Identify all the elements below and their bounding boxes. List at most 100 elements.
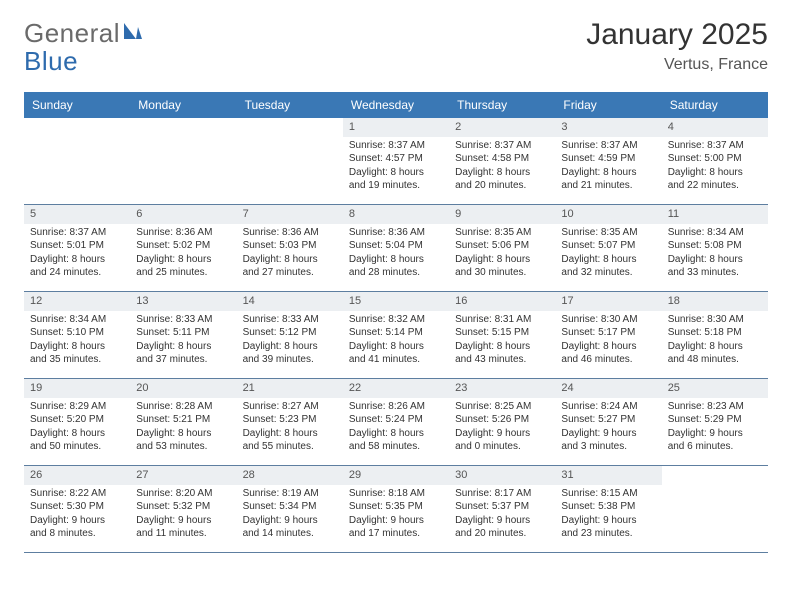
day-cell-18: 18Sunrise: 8:30 AMSunset: 5:18 PMDayligh…: [662, 292, 768, 378]
daylight-text: Daylight: 8 hours and 46 minutes.: [561, 340, 655, 367]
day-number: 22: [343, 379, 449, 398]
sunrise-text: Sunrise: 8:36 AM: [243, 226, 337, 240]
sunrise-text: Sunrise: 8:19 AM: [243, 487, 337, 501]
day-number: 27: [130, 466, 236, 485]
dow-saturday: Saturday: [662, 92, 768, 118]
dow-sunday: Sunday: [24, 92, 130, 118]
day-cell-16: 16Sunrise: 8:31 AMSunset: 5:15 PMDayligh…: [449, 292, 555, 378]
day-number: 4: [662, 118, 768, 137]
sunrise-text: Sunrise: 8:20 AM: [136, 487, 230, 501]
day-cell-6: 6Sunrise: 8:36 AMSunset: 5:02 PMDaylight…: [130, 205, 236, 291]
sunrise-text: Sunrise: 8:37 AM: [561, 139, 655, 153]
day-number: 2: [449, 118, 555, 137]
day-cell-7: 7Sunrise: 8:36 AMSunset: 5:03 PMDaylight…: [237, 205, 343, 291]
day-number: 21: [237, 379, 343, 398]
day-cell-9: 9Sunrise: 8:35 AMSunset: 5:06 PMDaylight…: [449, 205, 555, 291]
sunrise-text: Sunrise: 8:32 AM: [349, 313, 443, 327]
sunset-text: Sunset: 5:18 PM: [668, 326, 762, 340]
day-cell-28: 28 Sunrise: 8:19 AMSunset: 5:34 PMDayligh…: [237, 466, 343, 552]
day-cell-10: 10Sunrise: 8:35 AMSunset: 5:07 PMDayligh…: [555, 205, 661, 291]
daylight-text: Daylight: 8 hours and 39 minutes.: [243, 340, 337, 367]
day-number: 25: [662, 379, 768, 398]
sunrise-text: Sunrise: 8:33 AM: [243, 313, 337, 327]
sunset-text: Sunset: 5:02 PM: [136, 239, 230, 253]
sunset-text: Sunset: 5:07 PM: [561, 239, 655, 253]
day-number: 20: [130, 379, 236, 398]
sunset-text: Sunset: 5:11 PM: [136, 326, 230, 340]
daylight-text: Daylight: 8 hours and 37 minutes.: [136, 340, 230, 367]
header: General January 2025 Vertus, France: [24, 18, 768, 74]
day-cell-22: 22Sunrise: 8:26 AMSunset: 5:24 PMDayligh…: [343, 379, 449, 465]
day-cell-2: 2Sunrise: 8:37 AMSunset: 4:58 PMDaylight…: [449, 118, 555, 204]
day-cell-19: 19Sunrise: 8:29 AMSunset: 5:20 PMDayligh…: [24, 379, 130, 465]
day-cell-23: 23Sunrise: 8:25 AMSunset: 5:26 PMDayligh…: [449, 379, 555, 465]
daylight-text: Daylight: 8 hours and 19 minutes.: [349, 166, 443, 193]
day-cell-31: 31Sunrise: 8:15 AMSunset: 5:38 PMDayligh…: [555, 466, 661, 552]
week-row: 19Sunrise: 8:29 AMSunset: 5:20 PMDayligh…: [24, 379, 768, 466]
daylight-text: Daylight: 8 hours and 58 minutes.: [349, 427, 443, 454]
sunset-text: Sunset: 5:30 PM: [30, 500, 124, 514]
sunrise-text: Sunrise: 8:37 AM: [668, 139, 762, 153]
sunrise-text: Sunrise: 8:33 AM: [136, 313, 230, 327]
sunrise-text: Sunrise: 8:15 AM: [561, 487, 655, 501]
dow-row: SundayMondayTuesdayWednesdayThursdayFrid…: [24, 92, 768, 118]
daylight-text: Daylight: 8 hours and 21 minutes.: [561, 166, 655, 193]
daylight-text: Daylight: 8 hours and 25 minutes.: [136, 253, 230, 280]
daylight-text: Daylight: 8 hours and 55 minutes.: [243, 427, 337, 454]
day-cell-3: 3 Sunrise: 8:37 AMSunset: 4:59 PMDaylight…: [555, 118, 661, 204]
daylight-text: Daylight: 9 hours and 14 minutes.: [243, 514, 337, 541]
day-number: 29: [343, 466, 449, 485]
sunrise-text: Sunrise: 8:37 AM: [349, 139, 443, 153]
sunrise-text: Sunrise: 8:35 AM: [455, 226, 549, 240]
daylight-text: Daylight: 8 hours and 33 minutes.: [668, 253, 762, 280]
logo: General: [24, 18, 146, 49]
day-cell-11: 11Sunrise: 8:34 AMSunset: 5:08 PMDayligh…: [662, 205, 768, 291]
sunset-text: Sunset: 5:29 PM: [668, 413, 762, 427]
day-number: 15: [343, 292, 449, 311]
sunset-text: Sunset: 5:35 PM: [349, 500, 443, 514]
daylight-text: Daylight: 8 hours and 43 minutes.: [455, 340, 549, 367]
week-row: 1Sunrise: 8:37 AMSunset: 4:57 PMDaylight…: [24, 118, 768, 205]
sunset-text: Sunset: 5:21 PM: [136, 413, 230, 427]
sunrise-text: Sunrise: 8:37 AM: [30, 226, 124, 240]
sunrise-text: Sunrise: 8:30 AM: [668, 313, 762, 327]
day-number: 8: [343, 205, 449, 224]
day-cell-17: 17Sunrise: 8:30 AMSunset: 5:17 PMDayligh…: [555, 292, 661, 378]
day-number: 12: [24, 292, 130, 311]
day-number: 5: [24, 205, 130, 224]
sunrise-text: Sunrise: 8:27 AM: [243, 400, 337, 414]
daylight-text: Daylight: 8 hours and 48 minutes.: [668, 340, 762, 367]
week-row: 12 Sunrise: 8:34 AMSunset: 5:10 PM Dayligh…: [24, 292, 768, 379]
day-number: 16: [449, 292, 555, 311]
sunset-text: Sunset: 5:01 PM: [30, 239, 124, 253]
calendar: SundayMondayTuesdayWednesdayThursdayFrid…: [24, 92, 768, 553]
sunset-text: Sunset: 4:59 PM: [561, 152, 655, 166]
sunset-text: Sunset: 5:10 PM: [30, 326, 124, 340]
sunrise-text: Sunrise: 8:34 AM: [30, 313, 124, 327]
day-cell-24: 24Sunrise: 8:24 AMSunset: 5:27 PMDayligh…: [555, 379, 661, 465]
sunrise-text: Sunrise: 8:35 AM: [561, 226, 655, 240]
sunset-text: Sunset: 5:14 PM: [349, 326, 443, 340]
day-cell-14: 14Sunrise: 8:33 AMSunset: 5:12 PMDayligh…: [237, 292, 343, 378]
day-number: 28: [237, 466, 343, 485]
day-cell-5: 5 Sunrise: 8:37 AMSunset: 5:01 PMDaylight…: [24, 205, 130, 291]
day-number: 23: [449, 379, 555, 398]
day-number: 10: [555, 205, 661, 224]
sunset-text: Sunset: 5:34 PM: [243, 500, 337, 514]
day-number: 19: [24, 379, 130, 398]
day-number: 30: [449, 466, 555, 485]
day-cell-30: 30Sunrise: 8:17 AMSunset: 5:37 PMDayligh…: [449, 466, 555, 552]
sunrise-text: Sunrise: 8:23 AM: [668, 400, 762, 414]
day-number: 9: [449, 205, 555, 224]
day-cell-8: 8Sunrise: 8:36 AMSunset: 5:04 PMDaylight…: [343, 205, 449, 291]
empty-cell: [237, 118, 343, 204]
day-number: 3: [555, 118, 661, 137]
dow-monday: Monday: [130, 92, 236, 118]
daylight-text: Daylight: 9 hours and 8 minutes.: [30, 514, 124, 541]
sunset-text: Sunset: 4:58 PM: [455, 152, 549, 166]
sunset-text: Sunset: 5:04 PM: [349, 239, 443, 253]
daylight-text: Daylight: 8 hours and 53 minutes.: [136, 427, 230, 454]
daylight-text: Daylight: 8 hours and 24 minutes.: [30, 253, 124, 280]
daylight-text: Daylight: 8 hours and 28 minutes.: [349, 253, 443, 280]
sunset-text: Sunset: 5:32 PM: [136, 500, 230, 514]
